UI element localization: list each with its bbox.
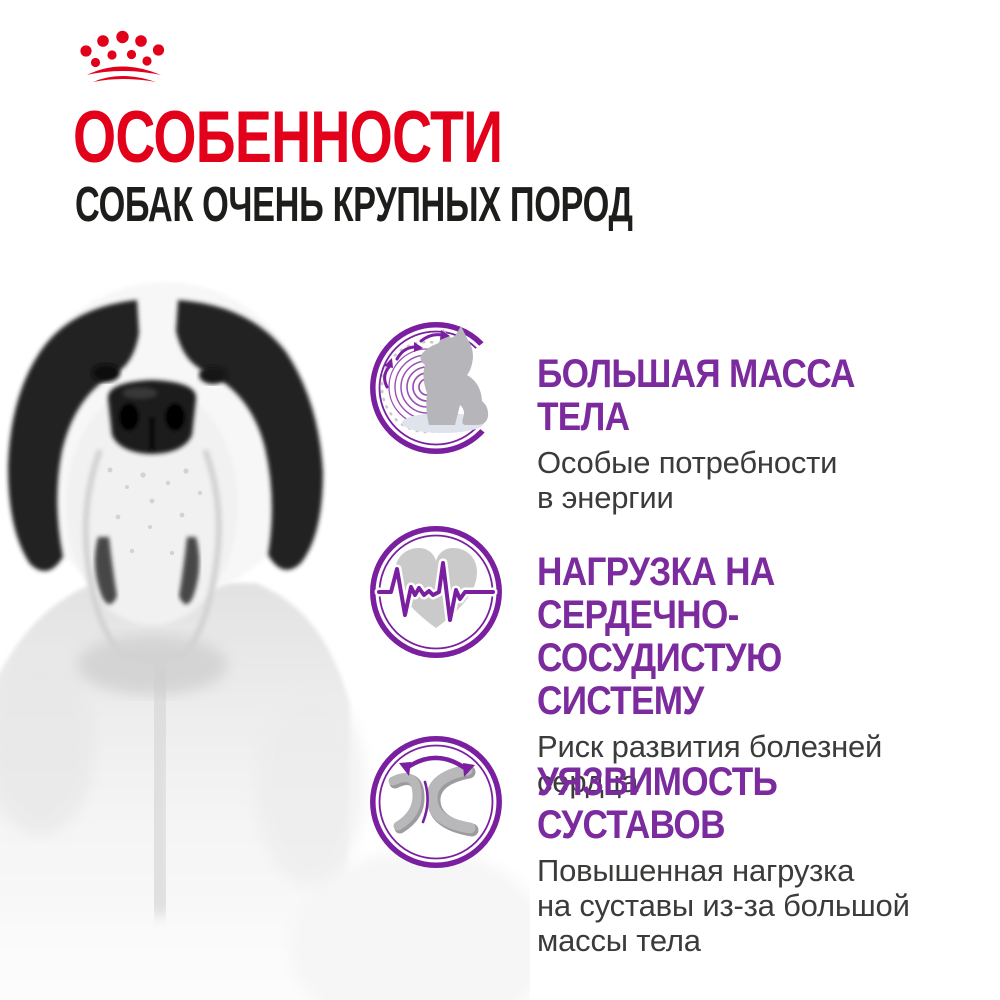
dog-photo bbox=[0, 282, 530, 1000]
feature-title: БОЛЬШАЯ МАССА ТЕЛА bbox=[537, 352, 855, 439]
feature-description: Особые потребности в энергии bbox=[537, 445, 838, 515]
feature-description: Повышенная нагрузка на суставы из-за бол… bbox=[537, 853, 910, 958]
feature-description: Риск развития болезней сердца bbox=[537, 729, 883, 799]
dog-growth-icon bbox=[370, 322, 503, 454]
feature-title: УЯЗВИМОСТЬ СУСТАВОВ bbox=[537, 760, 778, 847]
feature-item: НАГРУЗКА НА СЕРДЕЧНО- СОСУДИСТУЮ СИСТЕМУ… bbox=[537, 508, 997, 800]
heart-ecg-icon bbox=[370, 526, 502, 658]
page-title: ОСОБЕННОСТИ bbox=[73, 97, 503, 178]
royal-canin-crown-icon bbox=[80, 30, 165, 82]
feature-item: УЯЗВИМОСТЬ СУСТАВОВ Повышенная нагрузка … bbox=[537, 718, 997, 959]
feature-item: БОЛЬШАЯ МАССА ТЕЛА Особые потребности в … bbox=[537, 310, 997, 516]
page-subtitle: СОБАК ОЧЕНЬ КРУПНЫХ ПОРОД bbox=[75, 178, 633, 232]
joint-flex-icon bbox=[370, 736, 502, 868]
feature-title: НАГРУЗКА НА СЕРДЕЧНО- СОСУДИСТУЮ СИСТЕМУ bbox=[537, 550, 782, 723]
